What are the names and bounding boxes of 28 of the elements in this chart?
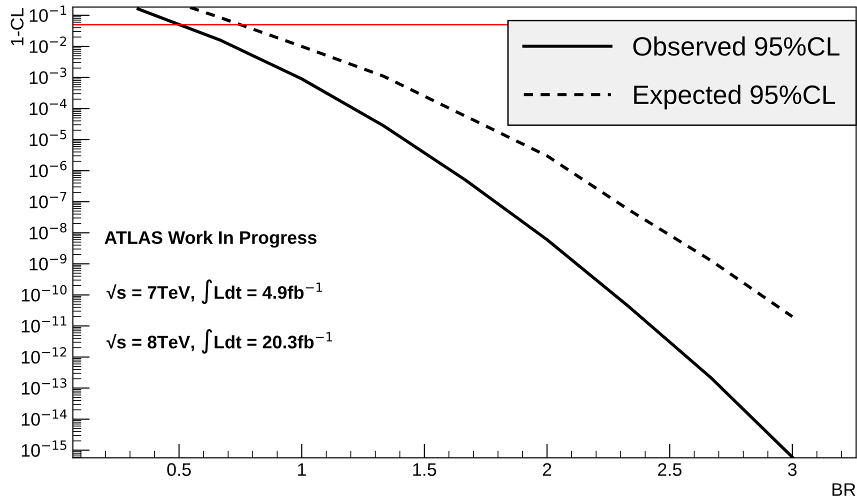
- x-tick-label: 1.5: [413, 463, 436, 476]
- annotation: √s = 8TeV, ∫Ldt = 20.3fb$^{−1}$: [106, 328, 332, 354]
- x-tick-label: 2.5: [658, 463, 682, 476]
- y-tick-label: 10$^{−1}$: [30, 6, 66, 22]
- y-tick-label: 10$^{−6}$: [30, 160, 67, 178]
- y-tick-label: 10$^{−8}$: [30, 222, 66, 240]
- y-tick-label: 10$^{−2}$: [30, 36, 66, 53]
- x-tick-label: 2: [542, 463, 552, 476]
- annotation: √s = 7TeV, ∫Ldt = 4.9fb$^{−1}$: [106, 279, 322, 304]
- y-tick-label: 10$^{−3}$: [30, 68, 66, 84]
- y-axis-title: 1-CL: [10, 8, 24, 46]
- y-tick-label: 10$^{−13}$: [22, 378, 66, 395]
- x-tick-label: 1: [298, 463, 306, 476]
- y-tick-label: 10$^{−9}$: [30, 254, 66, 270]
- y-tick-label: 10$^{−14}$: [22, 409, 67, 426]
- y-tick-label: 10$^{−10}$: [22, 285, 67, 302]
- legend-label: Observed 95%CL: [633, 36, 840, 56]
- x-tick-label: 3: [788, 463, 797, 476]
- legend-label: Expected 95%CL: [634, 84, 836, 110]
- y-tick-label: 10$^{−5}$: [30, 130, 66, 146]
- y-tick-label: 10$^{−15}$: [22, 440, 66, 457]
- annotation: ATLAS Work In Progress: [104, 230, 316, 248]
- y-tick-label: 10$^{−11}$: [22, 316, 66, 333]
- x-tick-label: 0.5: [167, 463, 191, 476]
- x-axis-title: BR: [832, 483, 856, 496]
- y-tick-label: 10$^{−12}$: [22, 347, 66, 364]
- y-tick-label: 10$^{−4}$: [30, 98, 67, 116]
- y-tick-label: 10$^{−7}$: [30, 192, 66, 208]
